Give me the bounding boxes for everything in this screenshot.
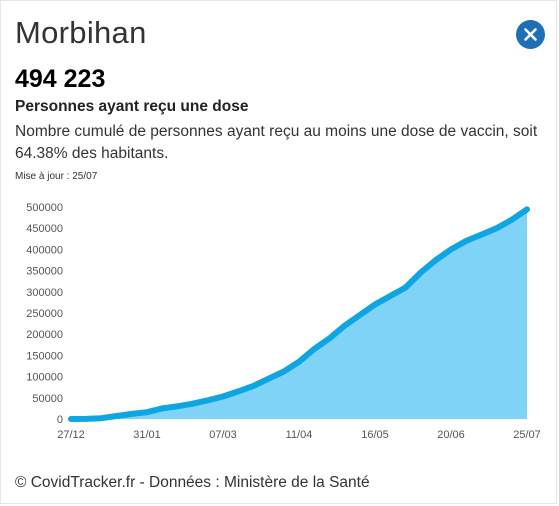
cumulative-doses-chart: 0 50000 100000 150000 200000 250000 300000 3500… xyxy=(26,202,541,441)
y-tick-label: 200000 xyxy=(26,329,63,341)
stat-label: Personnes ayant reçu une dose xyxy=(15,98,249,115)
x-tick-label: 25/07 xyxy=(513,429,541,441)
x-tick-label: 27/12 xyxy=(57,429,85,441)
x-tick-label: 20/06 xyxy=(437,429,465,441)
footer-credit: © CovidTracker.fr - Données : Ministère … xyxy=(15,474,370,491)
x-tick-label: 11/04 xyxy=(286,429,313,441)
stat-value: 494 223 xyxy=(15,65,106,93)
y-tick-label: 450000 xyxy=(26,223,63,235)
y-tick-label: 250000 xyxy=(26,308,63,320)
x-tick-label: 07/03 xyxy=(209,429,237,441)
x-tick-label: 31/01 xyxy=(133,429,161,441)
y-tick-label: 100000 xyxy=(26,372,63,384)
page-title: Morbihan xyxy=(15,15,147,50)
close-icon xyxy=(524,28,537,41)
x-tick-label: 16/05 xyxy=(361,429,389,441)
update-date: Mise à jour : 25/07 xyxy=(15,171,98,182)
series-line xyxy=(68,206,530,422)
y-tick-label: 0 xyxy=(57,414,63,426)
y-tick-label: 150000 xyxy=(26,350,63,362)
area-fill xyxy=(71,209,527,419)
close-button[interactable] xyxy=(516,20,545,49)
y-tick-label: 50000 xyxy=(32,393,63,405)
stat-description: Nombre cumulé de personnes ayant reçu au… xyxy=(15,123,538,162)
y-tick-label: 300000 xyxy=(26,287,63,299)
y-tick-label: 500000 xyxy=(26,202,63,214)
y-tick-label: 350000 xyxy=(26,266,63,278)
y-tick-label: 400000 xyxy=(26,244,63,256)
